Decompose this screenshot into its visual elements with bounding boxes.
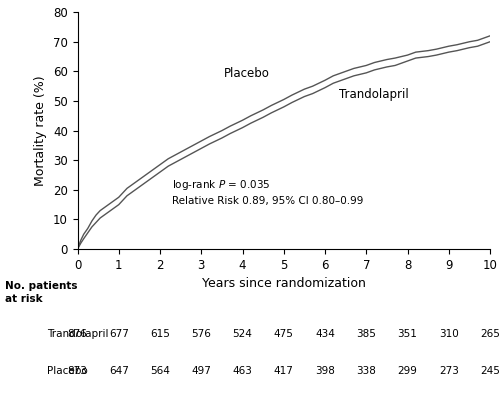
Y-axis label: Mortality rate (%): Mortality rate (%) (34, 75, 48, 186)
Text: 615: 615 (150, 329, 170, 339)
Text: 417: 417 (274, 366, 293, 375)
Text: Trandolapril: Trandolapril (48, 329, 109, 339)
Text: log-rank $P$ = 0.035
Relative Risk 0.89, 95% CI 0.80–0.99: log-rank $P$ = 0.035 Relative Risk 0.89,… (172, 178, 364, 206)
Text: Placebo: Placebo (48, 366, 88, 375)
Text: 351: 351 (398, 329, 417, 339)
Text: 677: 677 (109, 329, 128, 339)
Text: Placebo: Placebo (224, 67, 270, 80)
Text: 524: 524 (232, 329, 252, 339)
Text: Trandolapril: Trandolapril (340, 88, 409, 101)
Text: 873: 873 (68, 366, 87, 375)
Text: 385: 385 (356, 329, 376, 339)
Text: 576: 576 (192, 329, 211, 339)
Text: 475: 475 (274, 329, 293, 339)
Text: 876: 876 (68, 329, 87, 339)
Text: No. patients
at risk: No. patients at risk (5, 281, 78, 304)
Text: 398: 398 (315, 366, 335, 375)
Text: 265: 265 (480, 329, 500, 339)
Text: 463: 463 (232, 366, 252, 375)
Text: 434: 434 (315, 329, 335, 339)
Text: 647: 647 (109, 366, 128, 375)
Text: 497: 497 (192, 366, 211, 375)
Text: 338: 338 (356, 366, 376, 375)
Text: 564: 564 (150, 366, 170, 375)
Text: 310: 310 (439, 329, 458, 339)
Text: 273: 273 (439, 366, 458, 375)
X-axis label: Years since randomization: Years since randomization (202, 277, 366, 290)
Text: 299: 299 (398, 366, 417, 375)
Text: 245: 245 (480, 366, 500, 375)
